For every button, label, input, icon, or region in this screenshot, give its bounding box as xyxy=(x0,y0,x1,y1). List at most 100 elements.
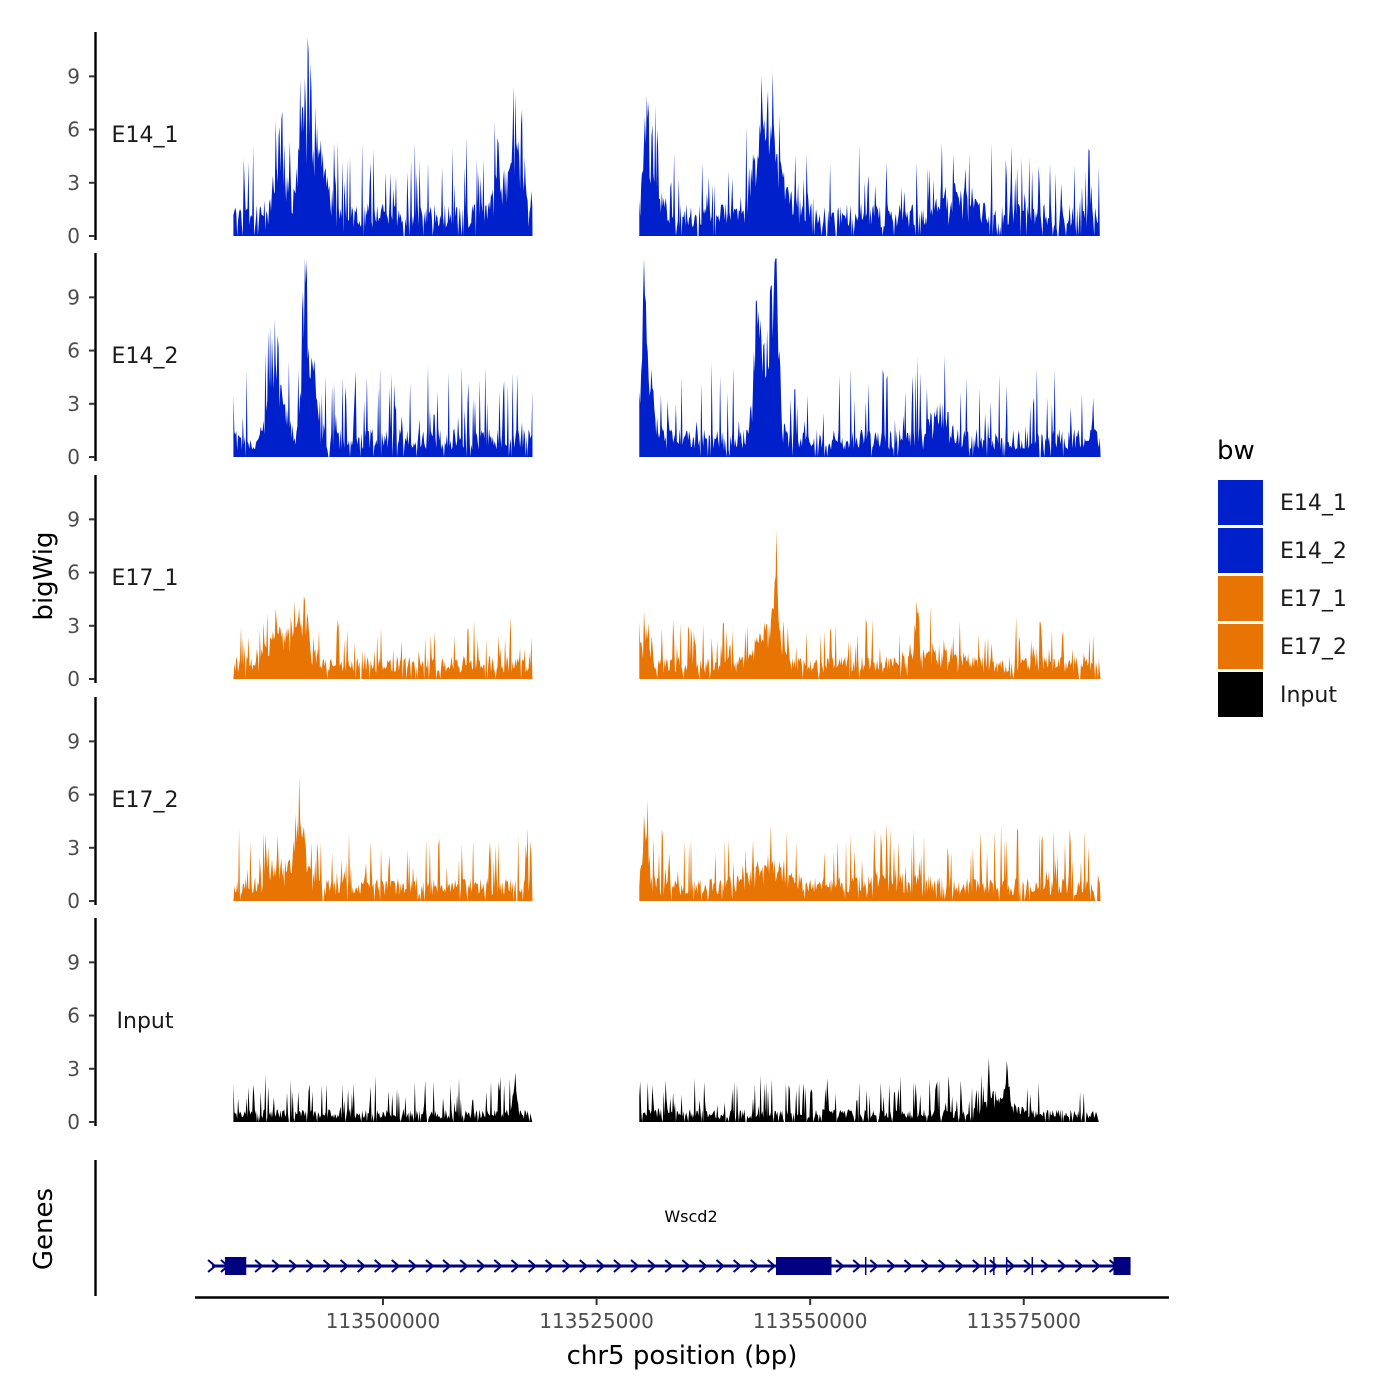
strand-arrow xyxy=(356,1259,367,1273)
legend-swatch xyxy=(1218,528,1263,573)
strand-arrow xyxy=(749,1259,760,1273)
legend-swatch xyxy=(1218,624,1263,669)
strand-arrow xyxy=(886,1259,896,1273)
track-label: E17_2 xyxy=(112,788,179,813)
y-tick-label: 9 xyxy=(67,64,80,88)
strand-arrow xyxy=(664,1259,674,1273)
strand-arrow xyxy=(459,1259,469,1273)
strand-arrow xyxy=(288,1259,298,1273)
x-axis-title: chr5 position (bp) xyxy=(567,1341,798,1371)
strand-arrow xyxy=(476,1259,486,1273)
strand-arrow xyxy=(442,1259,452,1273)
strand-arrow xyxy=(903,1259,913,1273)
genes-axis-title: Genes xyxy=(29,1188,59,1270)
panel-e14-1: 0 3 6 9 E14_1 xyxy=(67,32,1101,248)
x-tick-label: 113500000 xyxy=(326,1309,441,1333)
signal-area xyxy=(639,529,1101,679)
strand-arrow xyxy=(425,1259,435,1273)
strand-arrow xyxy=(374,1259,384,1273)
strand-arrow xyxy=(937,1259,948,1273)
strand-arrow xyxy=(391,1259,401,1273)
track-panels: 0 3 6 9 E14_1 0 3 6 9 E14_2 0 3 6 9 E17_1 0 3 6 9 E17_2 0 3 6 9… xyxy=(67,32,1101,1134)
gene-exon xyxy=(224,1257,247,1275)
legend-label: E17_2 xyxy=(1280,635,1347,660)
strand-arrow xyxy=(852,1259,862,1273)
y-tick-label: 3 xyxy=(67,1057,80,1081)
gene-exon xyxy=(775,1257,832,1275)
strand-arrow xyxy=(647,1259,657,1273)
x-tick-label: 113575000 xyxy=(966,1309,1081,1333)
strand-arrow xyxy=(207,1259,217,1273)
strand-arrow xyxy=(527,1259,538,1273)
signal-area xyxy=(639,1058,1101,1122)
strand-arrow xyxy=(1040,1259,1050,1273)
strand-arrow xyxy=(681,1259,691,1273)
y-tick-label: 9 xyxy=(67,729,80,753)
x-axis: 113500000 113525000 113550000 113575000 xyxy=(195,1296,1169,1333)
strand-arrow xyxy=(955,1259,965,1273)
strand-arrow xyxy=(1091,1259,1101,1273)
y-axis-title: bigWig xyxy=(29,531,59,620)
signal-area xyxy=(233,258,533,457)
y-tick-label: 9 xyxy=(67,285,80,309)
strand-arrow xyxy=(493,1259,503,1273)
y-tick-label: 6 xyxy=(67,561,80,585)
panel-e14-2: 0 3 6 9 E14_2 xyxy=(67,253,1101,469)
y-tick-label: 0 xyxy=(67,224,80,248)
strand-arrow xyxy=(544,1259,555,1273)
signal-area xyxy=(233,37,533,236)
signal-area xyxy=(233,775,533,901)
y-tick-label: 0 xyxy=(67,1110,80,1134)
strand-arrow xyxy=(698,1259,708,1273)
strand-arrow xyxy=(408,1259,418,1273)
legend-swatch xyxy=(1218,672,1263,717)
y-tick-label: 0 xyxy=(67,889,80,913)
strand-arrow xyxy=(322,1259,332,1273)
strand-arrow xyxy=(1023,1259,1033,1273)
gene-exon xyxy=(1113,1257,1131,1275)
y-tick-label: 6 xyxy=(67,1004,80,1028)
legend: bw E14_1 E14_2 E17_1 E17_2 Input xyxy=(1217,436,1347,717)
strand-arrow xyxy=(579,1259,589,1273)
y-tick-label: 6 xyxy=(67,339,80,363)
strand-arrow xyxy=(254,1259,264,1273)
legend-label: E14_2 xyxy=(1280,539,1347,564)
strand-arrow xyxy=(510,1259,520,1273)
strand-arrow xyxy=(972,1259,982,1273)
strand-arrow xyxy=(869,1259,879,1273)
legend-swatch xyxy=(1218,480,1263,525)
legend-items: E14_1 E14_2 E17_1 E17_2 Input xyxy=(1218,480,1347,717)
legend-label: E14_1 xyxy=(1280,491,1347,516)
track-label: E17_1 xyxy=(112,566,179,591)
y-tick-label: 3 xyxy=(67,614,80,638)
panel-e17-1: 0 3 6 9 E17_1 xyxy=(67,475,1101,691)
legend-swatch xyxy=(1218,576,1263,621)
track-label: E14_1 xyxy=(112,123,179,148)
strand-arrow xyxy=(339,1259,350,1273)
y-tick-label: 6 xyxy=(67,118,80,142)
strand-arrow xyxy=(767,1259,777,1273)
strand-arrow xyxy=(562,1259,572,1273)
strand-arrow xyxy=(271,1259,281,1273)
strand-arrow xyxy=(1057,1259,1067,1273)
x-tick-label: 113525000 xyxy=(539,1309,654,1333)
signal-area xyxy=(639,71,1101,236)
strand-arrow xyxy=(920,1259,931,1273)
y-tick-label: 0 xyxy=(67,445,80,469)
gene-model xyxy=(207,1257,1131,1275)
y-tick-label: 0 xyxy=(67,667,80,691)
y-tick-label: 9 xyxy=(67,950,80,974)
y-tick-label: 3 xyxy=(67,171,80,195)
panel-e17-2: 0 3 6 9 E17_2 xyxy=(67,697,1101,913)
strand-arrow xyxy=(1074,1259,1084,1273)
strand-arrow xyxy=(835,1259,845,1273)
y-tick-label: 9 xyxy=(67,507,80,531)
strand-arrow xyxy=(613,1259,623,1273)
panel-input: 0 3 6 9 Input xyxy=(67,918,1101,1134)
track-label: E14_2 xyxy=(112,344,179,369)
strand-arrow xyxy=(305,1259,315,1273)
signal-area xyxy=(639,258,1101,457)
y-tick-label: 6 xyxy=(67,783,80,807)
strand-arrow xyxy=(1006,1259,1016,1273)
